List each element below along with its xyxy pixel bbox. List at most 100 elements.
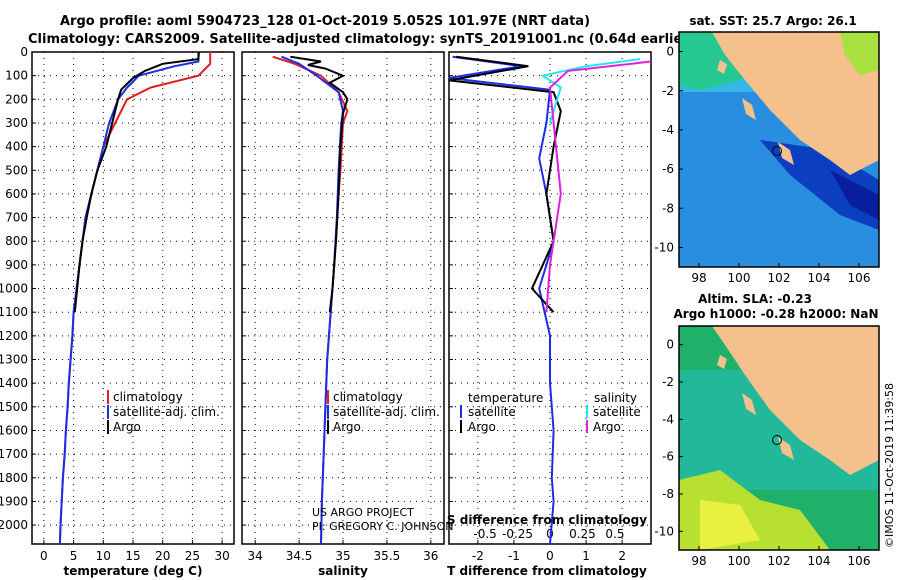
x-tick-label: 34 <box>248 549 263 563</box>
argo-marker <box>772 146 782 156</box>
x-tick-label: -2 <box>472 549 484 563</box>
y-tick-label: 300 <box>5 116 28 130</box>
y-tick-label: 1400 <box>0 376 28 390</box>
legend-argo-swatch <box>107 420 109 434</box>
y-tick-label: 100 <box>5 69 28 83</box>
argo-marker <box>772 435 782 445</box>
map-x-tick-label: 104 <box>808 554 831 568</box>
map-y-tick-label: -6 <box>662 450 674 464</box>
x-tick-label: 30 <box>214 549 229 563</box>
map-x-tick-label: 106 <box>848 271 871 285</box>
temperature-xlabel: temperature (deg C) <box>64 564 203 578</box>
series-line-argo <box>73 51 200 313</box>
difference-legend: temperature satellite Argo salinity sate… <box>460 391 641 434</box>
map-x-tick-label: 102 <box>768 554 791 568</box>
series-line-climatology <box>58 52 212 545</box>
credit-project: US ARGO PROJECT <box>312 506 414 519</box>
y-tick-label: 1500 <box>0 400 28 414</box>
map-y-tick-label: -4 <box>662 412 674 426</box>
series-line-satellite-adj-clim- <box>58 52 200 545</box>
x-tick-label: 25 <box>185 549 200 563</box>
credit-pi: PI: GREGORY C. JOHNSON <box>312 520 453 533</box>
map-x-tick-label: 98 <box>691 554 706 568</box>
y-tick-label: 1700 <box>0 447 28 461</box>
difference-xlabel: T difference from climatology <box>447 564 647 578</box>
temperature-legend: climatology satellite-adj. clim. Argo <box>107 390 220 434</box>
sst-green-patch <box>840 32 879 75</box>
map-bottom-title1: Altim. SLA: -0.23 <box>698 292 812 306</box>
legend-s-satellite: satellite <box>593 405 641 419</box>
y-tick-label: 900 <box>5 258 28 272</box>
x-tick-label: 10 <box>96 549 111 563</box>
legend-climatology-swatch <box>107 390 109 404</box>
x-tick-label: 5 <box>70 549 78 563</box>
x-tick-label: 35 <box>335 549 350 563</box>
x-tick-label: 36 <box>423 549 438 563</box>
y-tick-label: 1900 <box>0 494 28 508</box>
y-tick-label: 800 <box>5 234 28 248</box>
y-tick-label: 600 <box>5 187 28 201</box>
map-top-title: sat. SST: 25.7 Argo: 26.1 <box>689 14 856 28</box>
series-line-climatology <box>272 55 349 545</box>
legend-argo: Argo <box>113 420 141 434</box>
legend-t-satellite-swatch <box>460 405 462 418</box>
sla-map: 98 100 102 104 106 0 -2 -4 -6 -8 -10 <box>654 325 880 568</box>
map-y-tick-label: 0 <box>666 338 674 352</box>
legend-satellite: satellite-adj. clim. <box>113 405 220 419</box>
island-3 <box>778 437 794 460</box>
salinity-xlabel: salinity <box>318 564 368 578</box>
legend-s-argo: Argo <box>593 420 621 434</box>
y-tick-label: 0 <box>20 45 28 59</box>
legend-temperature-title: temperature <box>468 391 543 405</box>
y-tick-label: 1200 <box>0 329 28 343</box>
y-tick-label: 2000 <box>0 518 28 532</box>
legend-t-argo: Argo <box>468 420 496 434</box>
y-tick-label: 1000 <box>0 282 28 296</box>
map-x-tick-label: 98 <box>691 271 706 285</box>
map-y-tick-label: -10 <box>654 240 674 254</box>
legend-climatology: climatology <box>113 390 183 404</box>
x-tick-label: 0 <box>546 549 554 563</box>
sst-cool-core <box>830 170 879 220</box>
island-1 <box>717 60 727 74</box>
legend-argo: Argo <box>333 420 361 434</box>
salinity-panel: 34 34.5 35 35.5 36 salinity climatology sate… <box>241 51 453 578</box>
land-sumatra <box>712 32 879 175</box>
legend-s-argo-swatch <box>586 420 588 433</box>
legend-salinity-title: salinity <box>594 391 637 405</box>
series-line-argo <box>290 55 349 313</box>
salinity-legend: climatology satellite-adj. clim. Argo <box>327 390 440 434</box>
header-line1: Argo profile: aoml 5904723_128 01-Oct-20… <box>60 14 590 29</box>
series-line-salinity-satellite <box>540 58 641 124</box>
map-x-tick-label: 102 <box>768 271 791 285</box>
y-tick-label: 1600 <box>0 423 28 437</box>
map-y-tick-label: -6 <box>662 162 674 176</box>
legend-argo-swatch <box>327 420 329 434</box>
legend-t-argo-swatch <box>460 420 462 433</box>
top-tick-label: -0.25 <box>502 527 533 541</box>
temperature-panel: 0100200300400500600700800900100011001200… <box>0 45 235 578</box>
island-2 <box>742 98 756 120</box>
top-tick-label: -0.5 <box>473 527 496 541</box>
map-x-tick-label: 100 <box>728 554 751 568</box>
map-y-tick-label: -8 <box>662 487 674 501</box>
watermark: ©IMOS 11-Oct-2019 11:39:58 <box>883 383 896 548</box>
map-bottom-title2: Argo h1000: -0.28 h2000: NaN <box>673 307 878 321</box>
series-line-satellite-adj-clim- <box>281 55 345 545</box>
legend-climatology: climatology <box>333 390 403 404</box>
island-1 <box>717 355 727 369</box>
header-line2: Climatology: CARS2009. Satellite-adjuste… <box>28 32 695 47</box>
legend-satellite: satellite-adj. clim. <box>333 405 440 419</box>
series-line-temperature-argo <box>448 55 562 313</box>
series-line-salinity-argo <box>545 60 652 313</box>
legend-climatology-swatch <box>327 390 329 404</box>
map-y-tick-label: 0 <box>666 45 674 59</box>
x-tick-label: 1 <box>582 549 590 563</box>
x-tick-label: 35.5 <box>374 549 401 563</box>
map-y-tick-label: -10 <box>654 524 674 538</box>
map-y-tick-label: -4 <box>662 123 674 137</box>
y-tick-label: 1100 <box>0 305 28 319</box>
sla-high-patch-2 <box>700 500 760 550</box>
difference-panel: -2 -1 0 1 2-0.5 -0.25 0 0.25 0.5 T difference fr… <box>447 51 652 578</box>
